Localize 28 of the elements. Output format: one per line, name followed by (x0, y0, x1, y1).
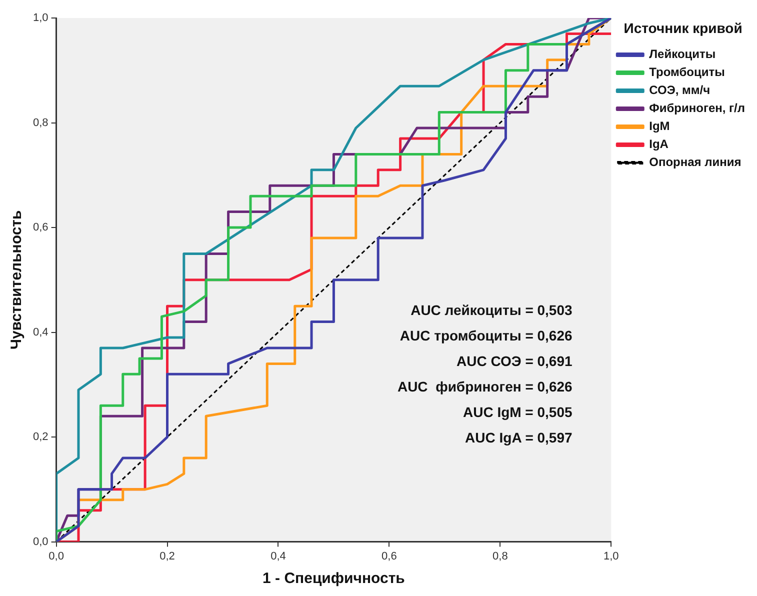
x-tick-label: 1,0 (603, 550, 619, 562)
legend-label: Фибриноген, г/л (649, 101, 745, 116)
annotation: AUC фибриноген = 0,626 (397, 378, 573, 395)
y-tick-label: 0,6 (32, 222, 48, 234)
legend-label: IgM (649, 119, 670, 134)
y-tick-label: 0,0 (32, 536, 48, 548)
annotation: AUC лейкоциты = 0,503 (410, 302, 573, 318)
legend-label: СОЭ, мм/ч (649, 83, 710, 98)
x-tick-label: 0,8 (492, 550, 508, 562)
x-tick-label: 0,2 (160, 550, 175, 562)
annotation: AUC IgM = 0,505 (462, 404, 572, 420)
legend-title: Источник кривой (624, 20, 742, 36)
y-tick-label: 1,0 (32, 12, 48, 24)
annotation: AUC тромбоциты = 0,626 (400, 328, 573, 344)
y-tick-label: 0,4 (32, 326, 48, 338)
y-tick-label: 0,8 (32, 116, 48, 129)
y-tick-label: 0,2 (32, 431, 48, 444)
annotation: AUC СОЭ = 0,691 (456, 353, 573, 370)
y-axis-title: Чувствительность (8, 210, 26, 350)
x-tick-label: 0,4 (270, 550, 286, 562)
x-tick-label: 0,0 (48, 550, 64, 562)
x-axis-title: 1 - Специфичность (262, 570, 405, 588)
legend-label: Лейкоциты (649, 47, 716, 62)
legend-label: IgA (649, 137, 669, 152)
legend-label: Опорная линия (649, 155, 742, 170)
annotation: AUC IgA = 0,597 (465, 430, 573, 446)
legend-label: Тромбоциты (649, 65, 725, 80)
x-tick-label: 0,6 (382, 550, 397, 562)
